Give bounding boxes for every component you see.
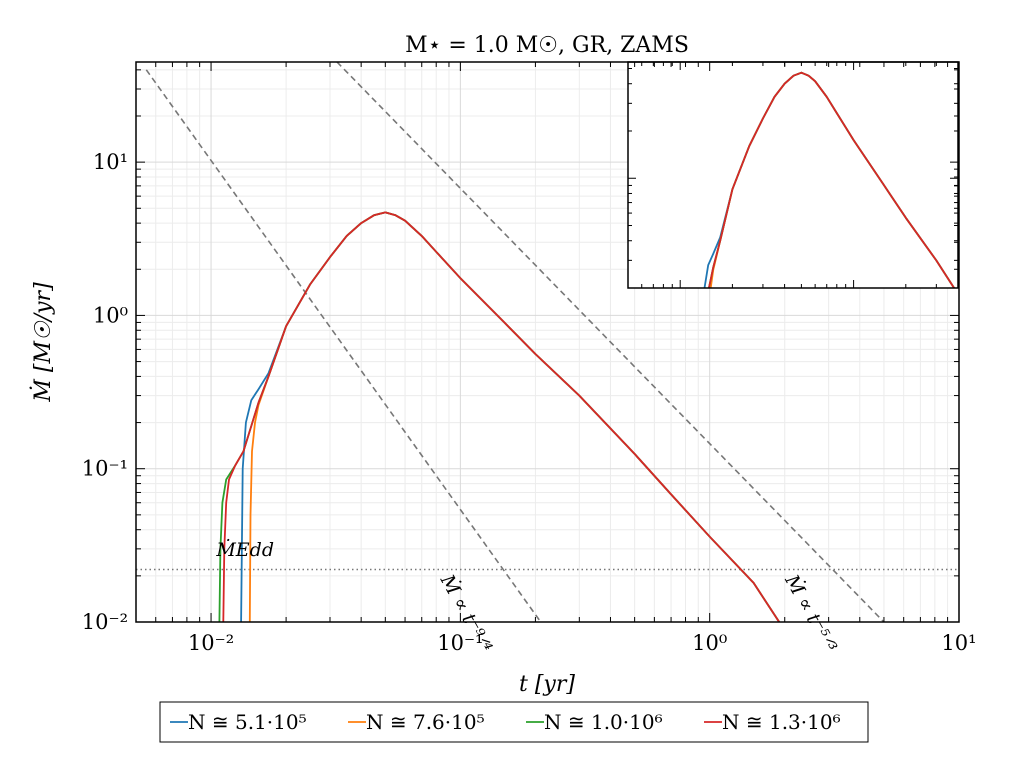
- x-axis-label: t [yr]: [519, 672, 575, 697]
- series-line-4: [222, 211, 780, 622]
- legend-label-3: N ≅ 1.0·10⁶: [544, 710, 663, 734]
- legend-label-1: N ≅ 5.1·10⁵: [188, 710, 307, 734]
- legend: N ≅ 5.1·10⁵ N ≅ 7.6·10⁵ N ≅ 1.0·10⁶ N ≅ 1.3…: [159, 701, 869, 743]
- x-tick-label: 10⁻¹: [437, 631, 483, 655]
- inset-series-line-4: [708, 71, 956, 288]
- slope-5-3-label: Ṁ ∝ t⁻⁵ᐟ³: [780, 570, 842, 657]
- legend-label-4: N ≅ 1.3·10⁶: [722, 710, 841, 734]
- eddington-label: ṀEdd: [215, 538, 274, 561]
- power-law-9-4-line: [145, 69, 542, 622]
- y-tick-label: 10⁰: [93, 303, 128, 327]
- power-law-5-3-line: [336, 62, 885, 622]
- legend-label-2: N ≅ 7.6·10⁵: [366, 710, 485, 734]
- plot-frame: [135, 61, 960, 623]
- y-axis-label: Ṁ [M☉/yr]: [29, 282, 56, 403]
- reference-lines: [136, 62, 959, 622]
- x-tick-label: 10⁻²: [188, 631, 234, 655]
- y-tick-label: 10¹: [93, 150, 128, 174]
- y-tick-label: 10⁻¹: [82, 457, 128, 481]
- legend-frame: [159, 701, 869, 743]
- y-tick-label: 10⁻²: [82, 610, 128, 634]
- series-lines: [218, 211, 780, 622]
- x-tick-label: 10¹: [941, 631, 976, 655]
- x-tick-label: 10⁰: [692, 631, 727, 655]
- chart-title: M⋆ = 1.0 M☉, GR, ZAMS: [405, 33, 689, 58]
- inset-background: [628, 62, 958, 288]
- inset-series-lines: [703, 71, 956, 288]
- tick-labels: 10⁻² 10⁻¹ 10⁰ 10¹ 10⁻² 10⁻¹ 10⁰ 10¹: [82, 150, 977, 655]
